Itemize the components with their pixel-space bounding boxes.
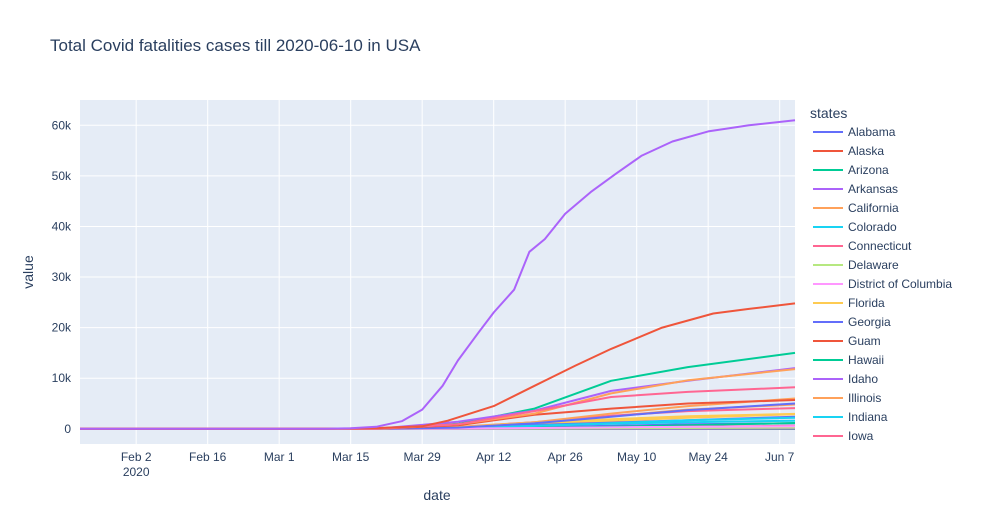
legend-item-label: Florida — [848, 296, 885, 310]
gridlines — [80, 100, 795, 444]
y-tick-label: 40k — [52, 219, 72, 233]
x-tick-label: Apr 26 — [547, 450, 583, 464]
legend-item-label: Alaska — [848, 144, 884, 158]
legend-item-label: Hawaii — [848, 353, 884, 367]
x-tick-label: Feb 2 — [121, 450, 152, 464]
chart-title: Total Covid fatalities cases till 2020-0… — [50, 36, 421, 55]
x-tick-label: Feb 16 — [189, 450, 227, 464]
legend-item-label: Alabama — [848, 125, 896, 139]
x-tick-label: Jun 7 — [765, 450, 795, 464]
legend-title: states — [810, 105, 847, 121]
legend-item-label: Arkansas — [848, 182, 898, 196]
legend-item-label: Georgia — [848, 315, 891, 329]
legend-item-label: Iowa — [848, 429, 874, 443]
legend-item-label: Colorado — [848, 220, 897, 234]
legend-item-label: California — [848, 201, 899, 215]
legend-item-label: Idaho — [848, 372, 878, 386]
x-tick-label: May 10 — [617, 450, 657, 464]
legend-item-label: Arizona — [848, 163, 889, 177]
legend-item-label: Guam — [848, 334, 881, 348]
legend[interactable]: states Alabama Alaska Arizona Arkansas Calif… — [810, 105, 952, 443]
y-tick-label: 50k — [52, 169, 72, 183]
y-tick-label: 0 — [64, 422, 71, 436]
series-line-unlabeled-26 — [79, 302, 796, 430]
x-axis-title: date — [423, 487, 450, 503]
x-tick-sublabel: 2020 — [123, 465, 150, 479]
legend-item-label: Indiana — [848, 410, 888, 424]
series-lines — [79, 119, 796, 430]
legend-item-label: Connecticut — [848, 239, 912, 253]
y-axis-ticks: 0 10k 20k 30k 40k 50k 60k — [52, 118, 72, 436]
legend-item-label: Delaware — [848, 258, 899, 272]
x-tick-label: Mar 29 — [403, 450, 441, 464]
x-tick-label: Apr 12 — [476, 450, 512, 464]
x-tick-label: Mar 15 — [332, 450, 370, 464]
plot-area — [80, 100, 795, 444]
legend-item-label: District of Columbia — [848, 277, 952, 291]
y-tick-label: 60k — [52, 118, 72, 132]
y-tick-label: 20k — [52, 321, 72, 335]
y-tick-label: 30k — [52, 270, 72, 284]
x-tick-label: May 24 — [688, 450, 728, 464]
x-tick-label: Mar 1 — [264, 450, 295, 464]
y-axis-title: value — [20, 255, 36, 289]
legend-item-label: Illinois — [848, 391, 881, 405]
y-tick-label: 10k — [52, 371, 72, 385]
series-line-unlabeled-27 — [79, 119, 796, 430]
